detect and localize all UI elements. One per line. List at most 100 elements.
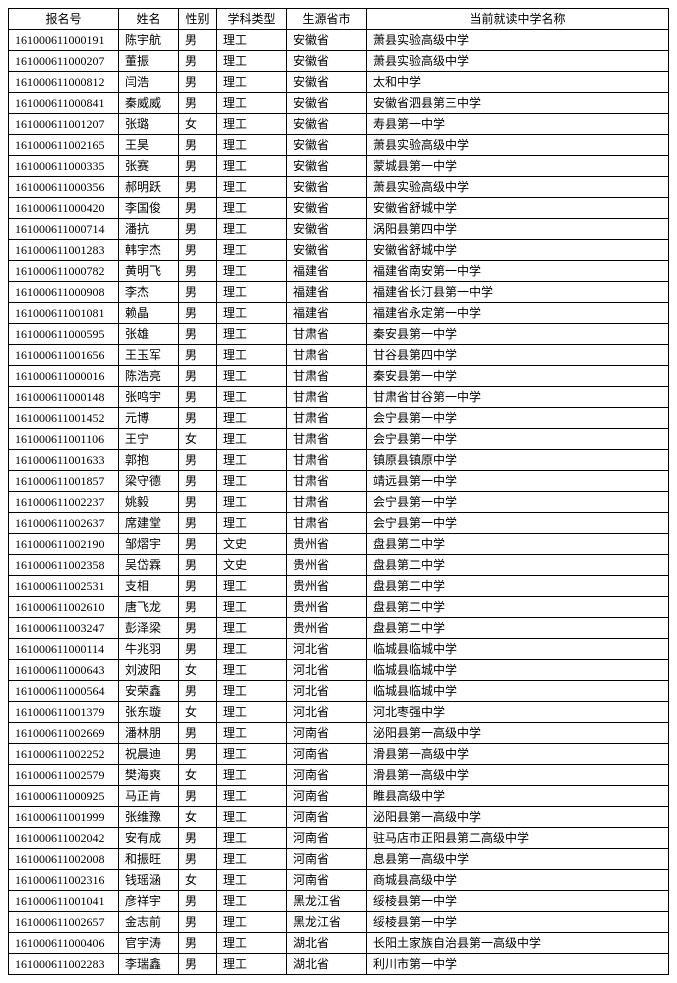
table-cell: 安荣鑫 <box>119 681 179 702</box>
table-cell: 161000611002637 <box>9 513 119 534</box>
table-row: 161000611000714潘抗男理工安徽省涡阳县第四中学 <box>9 219 669 240</box>
table-row: 161000611000782黄明飞男理工福建省福建省南安第一中学 <box>9 261 669 282</box>
table-cell: 男 <box>179 261 217 282</box>
table-cell: 安徽省 <box>287 135 367 156</box>
table-cell: 男 <box>179 366 217 387</box>
table-cell: 甘肃省 <box>287 450 367 471</box>
table-cell: 161000611000207 <box>9 51 119 72</box>
table-cell: 会宁县第一中学 <box>367 492 669 513</box>
table-cell: 161000611000908 <box>9 282 119 303</box>
table-cell: 张璐 <box>119 114 179 135</box>
table-cell: 161000611000356 <box>9 177 119 198</box>
table-cell: 安徽省 <box>287 156 367 177</box>
table-cell: 161000611000841 <box>9 93 119 114</box>
table-cell: 理工 <box>217 492 287 513</box>
table-cell: 理工 <box>217 933 287 954</box>
table-cell: 男 <box>179 72 217 93</box>
table-cell: 会宁县第一中学 <box>367 513 669 534</box>
table-row: 161000611001857梁守德男理工甘肃省靖远县第一中学 <box>9 471 669 492</box>
table-cell: 男 <box>179 534 217 555</box>
table-cell: 理工 <box>217 366 287 387</box>
table-body: 161000611000191陈宇航男理工安徽省萧县实验高级中学16100061… <box>9 30 669 975</box>
table-cell: 涡阳县第四中学 <box>367 219 669 240</box>
table-cell: 商城县高级中学 <box>367 870 669 891</box>
table-cell: 理工 <box>217 51 287 72</box>
table-cell: 理工 <box>217 807 287 828</box>
table-cell: 临城县临城中学 <box>367 681 669 702</box>
table-row: 161000611000925马正肯男理工河南省睢县高级中学 <box>9 786 669 807</box>
table-cell: 男 <box>179 849 217 870</box>
table-cell: 李杰 <box>119 282 179 303</box>
table-row: 161000611000406官宇涛男理工湖北省长阳土家族自治县第一高级中学 <box>9 933 669 954</box>
table-row: 161000611001041彦祥宇男理工黑龙江省绥棱县第一中学 <box>9 891 669 912</box>
table-cell: 唐飞龙 <box>119 597 179 618</box>
table-cell: 理工 <box>217 93 287 114</box>
table-cell: 男 <box>179 513 217 534</box>
table-cell: 萧县实验高级中学 <box>367 51 669 72</box>
table-row: 161000611000595张雄男理工甘肃省秦安县第一中学 <box>9 324 669 345</box>
table-cell: 理工 <box>217 114 287 135</box>
table-cell: 甘肃省 <box>287 492 367 513</box>
header-province: 生源省市 <box>287 9 367 30</box>
table-cell: 樊海爽 <box>119 765 179 786</box>
table-cell: 男 <box>179 282 217 303</box>
table-cell: 男 <box>179 198 217 219</box>
table-cell: 理工 <box>217 786 287 807</box>
table-cell: 161000611001283 <box>9 240 119 261</box>
table-cell: 贵州省 <box>287 555 367 576</box>
table-cell: 理工 <box>217 891 287 912</box>
table-cell: 161000611000643 <box>9 660 119 681</box>
table-cell: 福建省 <box>287 303 367 324</box>
table-cell: 睢县高级中学 <box>367 786 669 807</box>
table-row: 161000611002237姚毅男理工甘肃省会宁县第一中学 <box>9 492 669 513</box>
table-cell: 河南省 <box>287 744 367 765</box>
table-cell: 男 <box>179 786 217 807</box>
table-cell: 安徽省 <box>287 177 367 198</box>
table-cell: 秦安县第一中学 <box>367 324 669 345</box>
table-cell: 161000611002165 <box>9 135 119 156</box>
table-cell: 161000611002042 <box>9 828 119 849</box>
table-cell: 理工 <box>217 198 287 219</box>
table-cell: 理工 <box>217 723 287 744</box>
table-cell: 161000611000564 <box>9 681 119 702</box>
table-row: 161000611000812闫浩男理工安徽省太和中学 <box>9 72 669 93</box>
table-row: 161000611000356郝明跃男理工安徽省萧县实验高级中学 <box>9 177 669 198</box>
table-cell: 理工 <box>217 828 287 849</box>
table-cell: 郝明跃 <box>119 177 179 198</box>
table-cell: 161000611001452 <box>9 408 119 429</box>
table-cell: 安徽省 <box>287 219 367 240</box>
table-cell: 张鸣宇 <box>119 387 179 408</box>
table-cell: 梁守德 <box>119 471 179 492</box>
table-cell: 甘肃省 <box>287 345 367 366</box>
table-row: 161000611001633郭抱男理工甘肃省镇原县镇原中学 <box>9 450 669 471</box>
header-gender: 性别 <box>179 9 217 30</box>
table-cell: 福建省 <box>287 261 367 282</box>
table-row: 161000611000841秦威威男理工安徽省安徽省泗县第三中学 <box>9 93 669 114</box>
table-row: 161000611000420李国俊男理工安徽省安徽省舒城中学 <box>9 198 669 219</box>
table-row: 161000611003247彭泽梁男理工贵州省盘县第二中学 <box>9 618 669 639</box>
table-cell: 男 <box>179 618 217 639</box>
table-cell: 甘肃省 <box>287 324 367 345</box>
table-cell: 贵州省 <box>287 597 367 618</box>
applicant-table: 报名号 姓名 性别 学科类型 生源省市 当前就读中学名称 16100061100… <box>8 8 669 975</box>
table-cell: 驻马店市正阳县第二高级中学 <box>367 828 669 849</box>
table-cell: 陈宇航 <box>119 30 179 51</box>
table-cell: 彭泽梁 <box>119 618 179 639</box>
table-cell: 理工 <box>217 261 287 282</box>
table-cell: 萧县实验高级中学 <box>367 30 669 51</box>
table-cell: 女 <box>179 660 217 681</box>
table-cell: 161000611000595 <box>9 324 119 345</box>
table-row: 161000611001283韩宇杰男理工安徽省安徽省舒城中学 <box>9 240 669 261</box>
table-cell: 理工 <box>217 303 287 324</box>
table-cell: 贵州省 <box>287 618 367 639</box>
table-cell: 男 <box>179 954 217 975</box>
table-cell: 理工 <box>217 135 287 156</box>
header-school: 当前就读中学名称 <box>367 9 669 30</box>
table-row: 161000611000643刘波阳女理工河北省临城县临城中学 <box>9 660 669 681</box>
table-cell: 161000611003247 <box>9 618 119 639</box>
table-cell: 161000611002531 <box>9 576 119 597</box>
table-cell: 161000611001379 <box>9 702 119 723</box>
table-row: 161000611001207张璐女理工安徽省寿县第一中学 <box>9 114 669 135</box>
table-cell: 男 <box>179 597 217 618</box>
table-cell: 金志前 <box>119 912 179 933</box>
